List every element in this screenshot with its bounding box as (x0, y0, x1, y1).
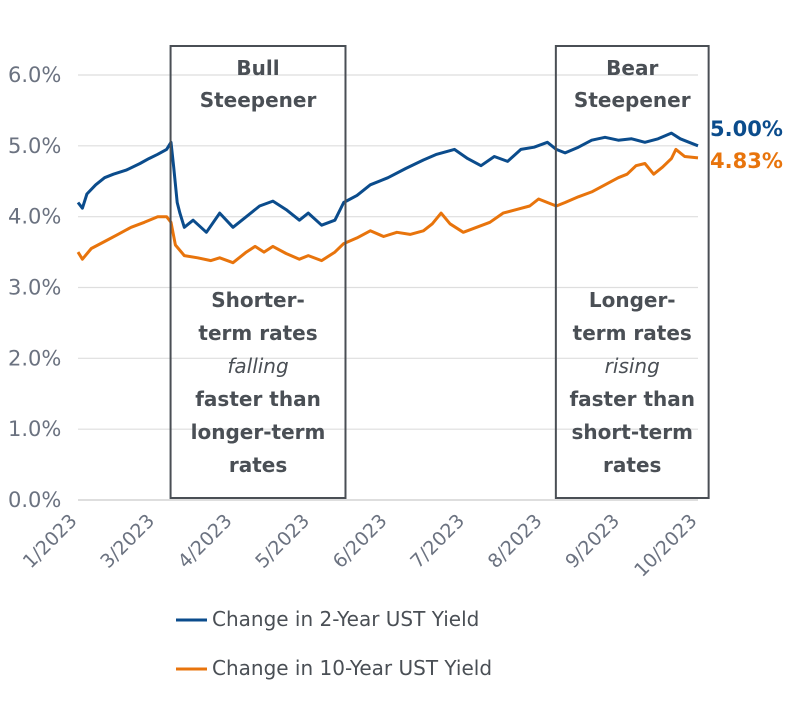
series-line-ten_year (76, 147, 699, 265)
annotation-title: Steepener (574, 88, 691, 112)
x-tick-label: 7/2023 (406, 510, 469, 573)
annotation-title: Steepener (200, 88, 317, 112)
annotation-text: faster than (195, 387, 321, 411)
series-line-two_year (76, 131, 699, 234)
end-label-ten_year: 4.83% (710, 149, 783, 173)
end-label-two_year: 5.00% (710, 117, 783, 141)
annotation-box (554, 45, 710, 499)
x-tick-label: 8/2023 (484, 510, 547, 573)
annotation-text: Longer- (589, 288, 676, 312)
annotation-text: longer-term (191, 420, 326, 444)
annotation-text: Shorter- (211, 288, 305, 312)
x-tick-label: 6/2023 (329, 510, 392, 573)
x-tick-label: 5/2023 (251, 510, 314, 573)
x-tick-label: 9/2023 (561, 510, 624, 573)
y-tick-label: 2.0% (8, 346, 61, 370)
end-labels: 5.00% 4.83% (710, 117, 783, 173)
series-lines (76, 131, 699, 265)
annotation-text: falling (227, 354, 288, 378)
legend: Change in 2-Year UST Yield Change in 10-Y… (176, 607, 492, 680)
x-tick-label: 4/2023 (174, 510, 237, 573)
annotation-text: term rates (573, 321, 692, 345)
y-tick-label: 5.0% (8, 134, 61, 158)
annotation-text: rising (605, 354, 660, 378)
x-axis: 1/2023 3/2023 4/2023 5/2023 6/2023 7/2023 8/20… (19, 510, 702, 581)
annotation-title: Bull (236, 56, 279, 80)
annotation-title: Bear (606, 56, 658, 80)
y-tick-label: 3.0% (8, 276, 61, 300)
annotation-bear: Bear Steepener Longer-term rates rising fast… (554, 45, 710, 499)
annotation-text: rates (229, 453, 287, 477)
annotation-text: rates (603, 453, 661, 477)
annotation-text: short-term (572, 420, 693, 444)
legend-label: Change in 2-Year UST Yield (212, 607, 479, 631)
y-tick-label: 0.0% (8, 488, 61, 512)
annotation-text: term rates (198, 321, 317, 345)
y-tick-label: 4.0% (8, 205, 61, 229)
x-tick-label: 10/2023 (630, 510, 701, 581)
x-tick-label: 3/2023 (96, 510, 159, 573)
annotation-box (169, 45, 347, 499)
y-tick-label: 1.0% (8, 417, 61, 441)
x-tick-label: 1/2023 (19, 510, 82, 573)
annotation-boxes: Bull Steepener Shorter-term rates falling fa… (169, 45, 710, 499)
annotation-text: faster than (569, 387, 695, 411)
annotation-bull: Bull Steepener Shorter-term rates falling fa… (169, 45, 347, 499)
y-axis: 6.0% 5.0% 4.0% 3.0% 2.0% 1.0% 0.0% (8, 63, 61, 512)
legend-label: Change in 10-Year UST Yield (212, 656, 492, 680)
y-tick-label: 6.0% (8, 63, 61, 87)
